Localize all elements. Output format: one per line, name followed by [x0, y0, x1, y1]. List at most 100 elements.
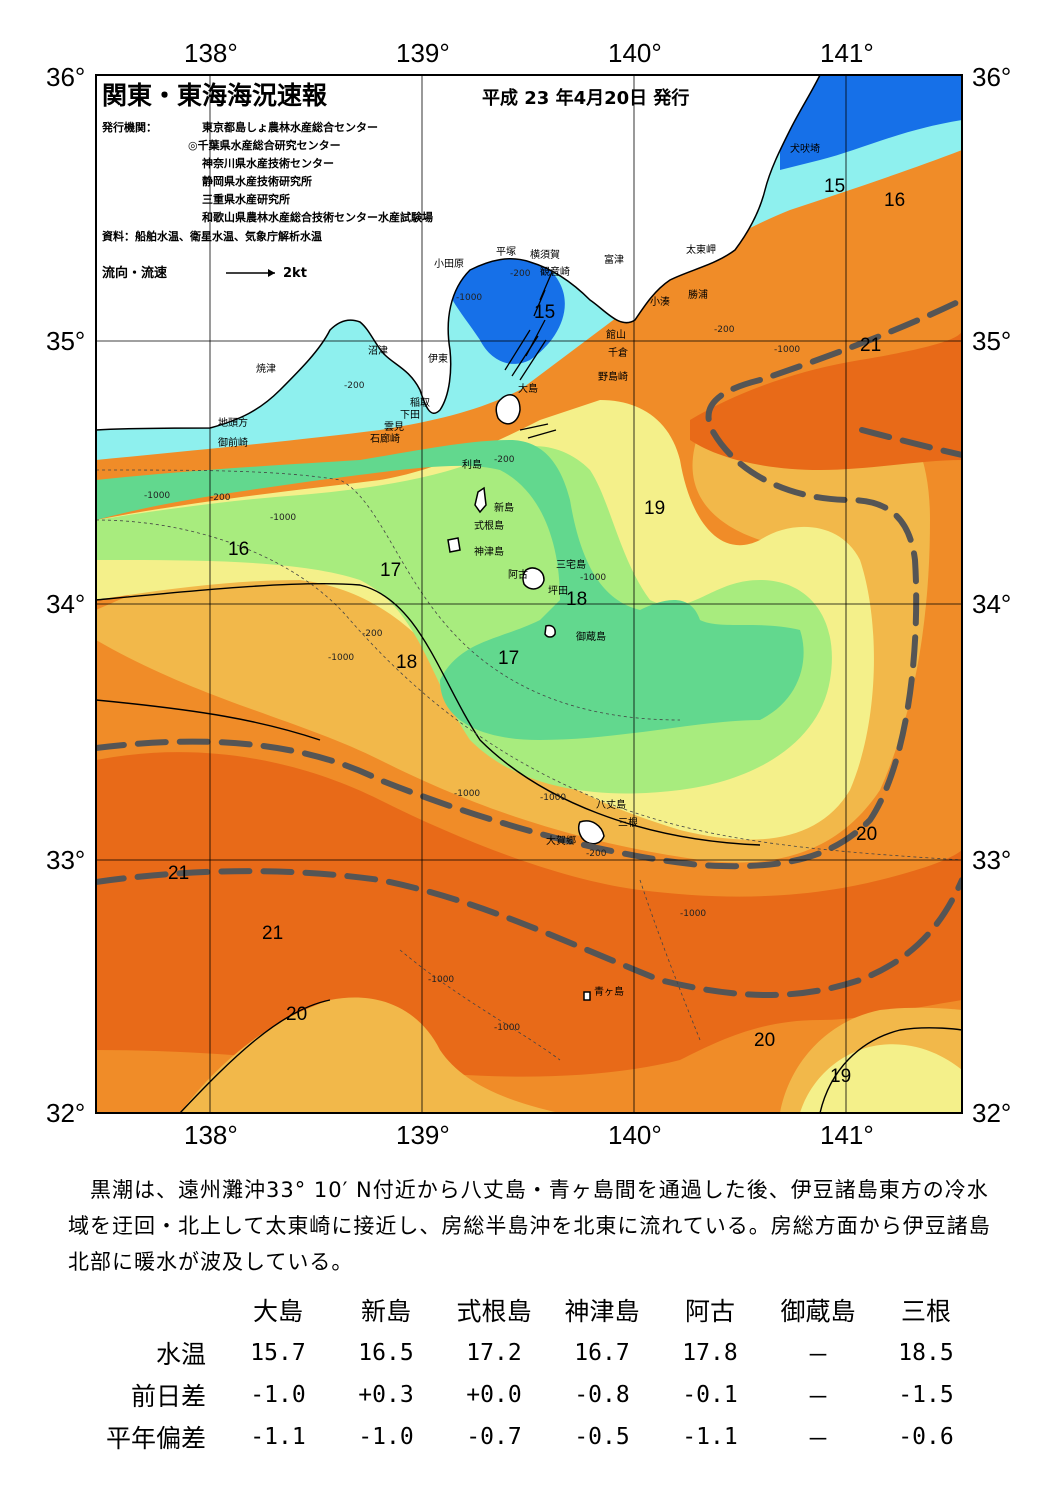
isotherm-lines — [96, 582, 962, 1113]
table-cell: － — [806, 1385, 830, 1411]
place-label: 雲見 — [384, 421, 404, 433]
map-frame — [95, 74, 963, 1114]
place-label: 小田原 — [434, 258, 464, 270]
lon-label-top: 139° — [396, 38, 450, 68]
depth-label: -1000 — [270, 513, 296, 523]
isotherm-label: 18 — [566, 589, 587, 610]
table-cell: － — [806, 1343, 830, 1369]
place-label: 新島 — [494, 501, 514, 514]
isotherm-label: 20 — [286, 1004, 307, 1025]
table-cell: 15.7 — [250, 1340, 306, 1366]
lat-label-left: 34° — [46, 589, 85, 619]
table-row: 平年偏差 -1.1 -1.0 -0.7 -0.5 -1.1 － -0.6 — [96, 1416, 980, 1458]
table-cell: 17.2 — [466, 1340, 522, 1366]
lat-label-right: 33° — [972, 845, 1011, 875]
lat-label-left: 32° — [46, 1098, 85, 1128]
publisher-item: 東京都島しょ農林水産総合センター — [202, 120, 378, 134]
isotherm-label: 15 — [824, 176, 845, 197]
table-cell: -0.1 — [682, 1382, 738, 1408]
depth-label: -1000 — [144, 491, 170, 501]
table-cell: 18.5 — [898, 1340, 954, 1366]
place-label: 式根島 — [474, 519, 504, 532]
lon-label-bottom: 140° — [608, 1120, 662, 1150]
station-header: 阿古 — [684, 1297, 735, 1326]
place-label: 平塚 — [496, 246, 516, 258]
publisher-label: 発行機関： — [101, 120, 157, 134]
depth-value-labels: -200 -200 -1000 -1000 -200 -1000 -1000 -… — [144, 269, 800, 1033]
depth-label: -1000 — [456, 293, 482, 303]
place-label: 千倉 — [608, 346, 628, 359]
lat-label-left: 35° — [46, 326, 85, 356]
place-label: 勝浦 — [688, 288, 708, 301]
table-cell: － — [806, 1427, 830, 1453]
depth-label: -1000 — [774, 345, 800, 355]
publisher-item: ◎千葉県水産総合研究センター — [188, 138, 341, 152]
sea-temperature-map: 138° 139° 140° 141° 138° 139° 140° 141° … — [46, 38, 1011, 1150]
table-cell: -1.0 — [358, 1424, 414, 1450]
place-label: 富津 — [604, 253, 624, 266]
depth-label: -200 — [510, 269, 531, 279]
place-label: 稲取 — [410, 397, 430, 409]
place-label: 神津島 — [474, 545, 504, 558]
kuroshio-summary: 黒潮は、遠州灘沖33° 10′ N付近から八丈島・青ヶ島間を通過した後、伊豆諸島… — [68, 1178, 991, 1274]
isotherm-value-labels: 15 16 21 15 16 17 18 19 18 17 20 21 21 2… — [168, 176, 905, 1087]
lat-label-right: 35° — [972, 326, 1011, 356]
isotherm-label: 21 — [860, 335, 881, 356]
isotherm-label: 21 — [168, 863, 189, 884]
depth-label: -1000 — [428, 975, 454, 985]
station-header: 新島 — [360, 1297, 411, 1326]
table-row: 前日差 -1.0 +0.3 +0.0 -0.8 -0.1 － -1.5 — [96, 1374, 980, 1416]
table-cell: -1.1 — [250, 1424, 306, 1450]
arrow-head-icon — [268, 269, 275, 277]
place-label: 八丈島 — [596, 798, 626, 811]
niijima-island — [474, 486, 487, 514]
table-cell: -0.5 — [574, 1424, 630, 1450]
isotherm-zone-21-east — [690, 330, 962, 470]
current-arrows — [504, 271, 557, 439]
table-cell: -0.6 — [898, 1424, 954, 1450]
table-cell: -0.8 — [574, 1382, 630, 1408]
table-cell: -1.5 — [898, 1382, 954, 1408]
place-label: 利島 — [462, 458, 482, 471]
latitude-labels: 36° 35° 34° 33° 32° 36° 35° 34° 33° 32° — [46, 62, 1011, 1128]
lat-label-left: 33° — [46, 845, 85, 875]
kuroshio-axis — [96, 297, 962, 998]
table-cell: +0.0 — [466, 1382, 522, 1408]
place-label: 観音崎 — [540, 265, 570, 278]
isotherm-label: 19 — [830, 1066, 851, 1087]
depth-label: -200 — [586, 849, 607, 859]
place-label: 三宅島 — [556, 558, 586, 571]
isotherm-label: 19 — [644, 498, 665, 519]
place-label: 地頭方 — [218, 416, 248, 429]
place-label: 大賀郷 — [546, 834, 576, 847]
place-label: 石廊崎 — [370, 432, 400, 445]
lat-label-left: 36° — [46, 62, 85, 92]
station-header: 大島 — [252, 1297, 303, 1326]
depth-label: -1000 — [540, 793, 566, 803]
isotherm-label: 20 — [754, 1030, 775, 1051]
table-cell: -0.7 — [466, 1424, 522, 1450]
isotherm-label: 18 — [396, 652, 417, 673]
publisher-item: 静岡県水産技術研究所 — [202, 174, 312, 188]
lon-label-bottom: 138° — [184, 1120, 238, 1150]
row-label: 平年偏差 — [105, 1424, 206, 1453]
place-label: 焼津 — [256, 363, 276, 375]
station-header: 御蔵島 — [780, 1297, 856, 1326]
kozushima-island — [447, 537, 461, 553]
header-block: 関東・東海海況速報 平成 23 年4月20日 発行 発行機関： 東京都島しょ農林… — [101, 81, 689, 281]
table-corner — [96, 1292, 224, 1332]
place-labels: 犬吠埼 太東岬 勝浦 小湊 富津 横須賀 観音崎 平塚 小田原 館山 千倉 野島… — [218, 142, 820, 998]
publisher-item: 三重県水産研究所 — [202, 192, 290, 206]
place-label: 御蔵島 — [576, 630, 606, 643]
row-label: 水温 — [155, 1340, 206, 1369]
table-cell: -1.0 — [250, 1382, 306, 1408]
depth-label: -1000 — [454, 789, 480, 799]
place-label: 小湊 — [650, 295, 670, 308]
miyakejima-island — [522, 567, 545, 590]
place-label: 阿古 — [508, 568, 528, 581]
place-label: 沼津 — [368, 344, 388, 357]
graticule — [96, 75, 962, 1113]
current-legend-label: 流向・流速 — [102, 265, 167, 281]
depth-label: -1000 — [680, 909, 706, 919]
lat-label-right: 34° — [972, 589, 1011, 619]
